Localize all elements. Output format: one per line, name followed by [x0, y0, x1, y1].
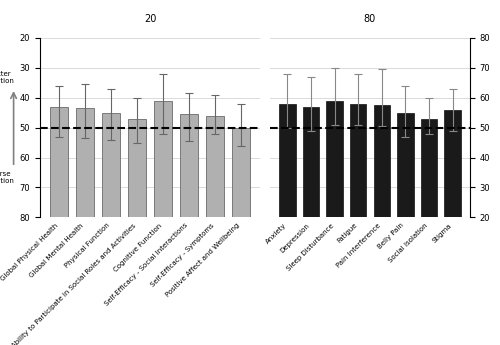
Bar — [350, 104, 366, 217]
Bar — [279, 104, 295, 217]
Bar — [397, 113, 413, 217]
Bar — [421, 119, 438, 217]
Bar — [102, 113, 120, 217]
Bar — [180, 114, 198, 217]
Bar — [154, 101, 172, 217]
Bar — [232, 128, 250, 217]
Text: Better
function: Better function — [0, 71, 15, 84]
Bar — [374, 105, 390, 217]
Bar — [50, 107, 68, 217]
Bar — [76, 108, 94, 217]
Text: Worse
function: Worse function — [0, 171, 15, 184]
Bar — [128, 119, 146, 217]
Bar — [444, 110, 461, 217]
Bar — [302, 107, 319, 217]
Text: 20: 20 — [144, 13, 156, 23]
Bar — [206, 116, 224, 217]
Bar — [326, 101, 343, 217]
Text: 80: 80 — [364, 13, 376, 23]
